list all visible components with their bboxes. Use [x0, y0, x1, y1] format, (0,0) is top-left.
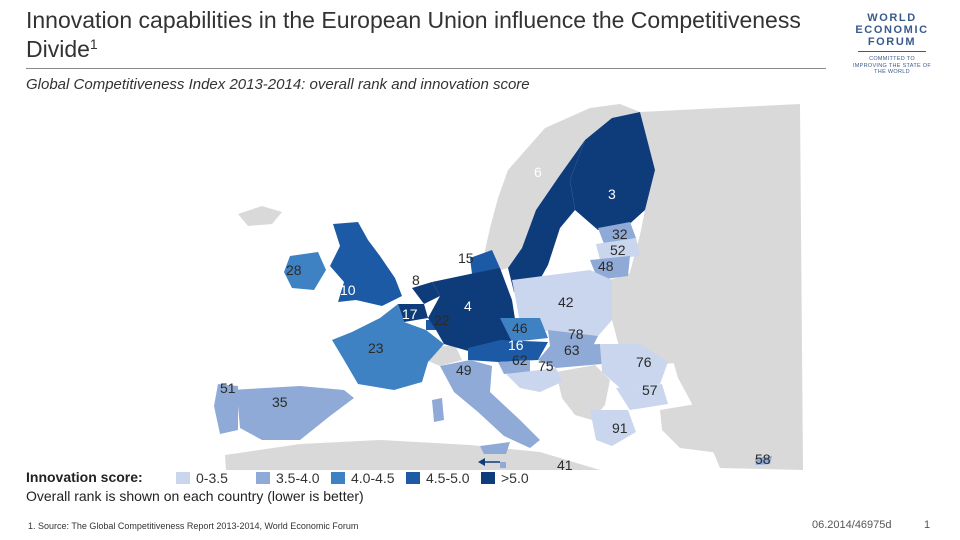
- rank-ireland: 28: [286, 262, 302, 278]
- logo-line-2: ECONOMIC: [855, 24, 929, 36]
- malta-shape: [500, 462, 506, 468]
- legend-label-5: >5.0: [501, 470, 529, 486]
- sicily-shape: [480, 442, 510, 454]
- slovenia-shape: [498, 360, 530, 374]
- rank-czech: 46: [512, 320, 528, 336]
- rank-austria: 16: [508, 337, 524, 353]
- rank-greece: 91: [612, 420, 628, 436]
- logo-tagline: COMMITTED TO IMPROVING THE STATE OF THE …: [852, 56, 932, 75]
- legend-note: Overall rank is shown on each country (l…: [26, 488, 364, 504]
- uk-shape: [330, 222, 402, 306]
- greece-shape: [590, 410, 636, 446]
- slovakia-shape: [548, 330, 598, 348]
- czech-shape: [500, 318, 548, 342]
- rank-slovakia: 78: [568, 326, 584, 342]
- slide-subtitle: Global Competitiveness Index 2013-2014: …: [26, 76, 530, 93]
- rank-denmark: 15: [458, 250, 474, 266]
- rank-slovenia: 62: [512, 352, 528, 368]
- austria-shape: [468, 340, 548, 362]
- belgium-shape: [398, 304, 428, 322]
- logo-divider: [858, 51, 926, 52]
- malta-pointer-head: [478, 458, 485, 466]
- portugal-shape: [214, 384, 238, 434]
- north-africa-land: [225, 440, 600, 470]
- source-footnote: 1. Source: The Global Competitiveness Re…: [28, 521, 359, 531]
- legend-swatch-2: [256, 472, 270, 484]
- rank-france: 23: [368, 340, 384, 356]
- hungary-shape: [538, 344, 602, 368]
- logo-line-3: FORUM: [867, 36, 917, 48]
- sweden-shape: [508, 140, 585, 292]
- rank-cyprus: 58: [755, 451, 771, 467]
- rank-spain: 35: [272, 394, 288, 410]
- rank-romania: 76: [636, 354, 652, 370]
- slide-title-text: Innovation capabilities in the European …: [26, 7, 801, 62]
- rank-sweden: 6: [534, 164, 542, 180]
- rank-italy: 49: [456, 362, 472, 378]
- legend-title: Innovation score:: [26, 469, 143, 485]
- norway-land: [484, 104, 640, 272]
- map-legend: Innovation score: 0-3.5 3.5-4.0 4.0-4.5 …: [26, 469, 586, 507]
- russia-land: [625, 104, 803, 470]
- title-divider: [26, 68, 826, 69]
- turkey-land: [660, 400, 800, 455]
- rank-estonia: 32: [612, 226, 628, 242]
- rank-latvia: 52: [610, 242, 626, 258]
- rank-finland: 3: [608, 186, 616, 202]
- legend-swatch-4: [406, 472, 420, 484]
- netherlands-shape: [412, 282, 440, 304]
- document-id: 06.2014/46975d: [812, 519, 892, 531]
- rank-lithuania: 48: [598, 258, 614, 274]
- estonia-shape: [598, 222, 636, 244]
- belarus-ukraine-land: [610, 270, 700, 365]
- rank-bulgaria: 57: [642, 382, 658, 398]
- rank-poland: 42: [558, 294, 574, 310]
- legend-label-2: 3.5-4.0: [276, 470, 320, 486]
- croatia-shape: [506, 368, 562, 392]
- legend-swatch-3: [331, 472, 345, 484]
- cyprus-shape: [755, 456, 772, 465]
- legend-label-1: 0-3.5: [196, 470, 228, 486]
- germany-shape: [428, 268, 518, 352]
- balkans-land: [556, 365, 610, 420]
- romania-shape: [600, 344, 668, 388]
- rank-belgium: 17: [402, 306, 418, 322]
- spain-shape: [230, 386, 354, 440]
- slide-title: Innovation capabilities in the European …: [26, 6, 826, 64]
- rank-hungary: 63: [564, 342, 580, 358]
- france-shape: [332, 304, 444, 390]
- ireland-shape: [284, 252, 326, 290]
- finland-shape: [570, 112, 655, 230]
- page-number: 1: [924, 519, 931, 531]
- iceland-land: [238, 206, 282, 226]
- legend-label-3: 4.0-4.5: [351, 470, 395, 486]
- rank-germany: 4: [464, 298, 472, 314]
- rank-croatia: 75: [538, 358, 554, 374]
- legend-swatch-1: [176, 472, 190, 484]
- rank-uk: 10: [340, 282, 356, 298]
- italy-shape: [440, 360, 540, 448]
- legend-label-4: 4.5-5.0: [426, 470, 470, 486]
- sardinia-shape: [432, 398, 444, 422]
- wef-logo: WORLD ECONOMIC FORUM COMMITTED TO IMPROV…: [852, 12, 932, 76]
- title-footnote-marker: 1: [89, 36, 98, 52]
- logo-line-1: WORLD: [867, 12, 917, 24]
- rank-portugal: 51: [220, 380, 236, 396]
- lithuania-shape: [590, 256, 630, 280]
- legend-swatch-5: [481, 472, 495, 484]
- rank-malta: 41: [557, 457, 573, 473]
- latvia-shape: [596, 238, 640, 260]
- rank-luxembourg: 22: [434, 312, 450, 328]
- bulgaria-shape: [616, 384, 668, 410]
- rank-netherlands: 8: [412, 272, 420, 288]
